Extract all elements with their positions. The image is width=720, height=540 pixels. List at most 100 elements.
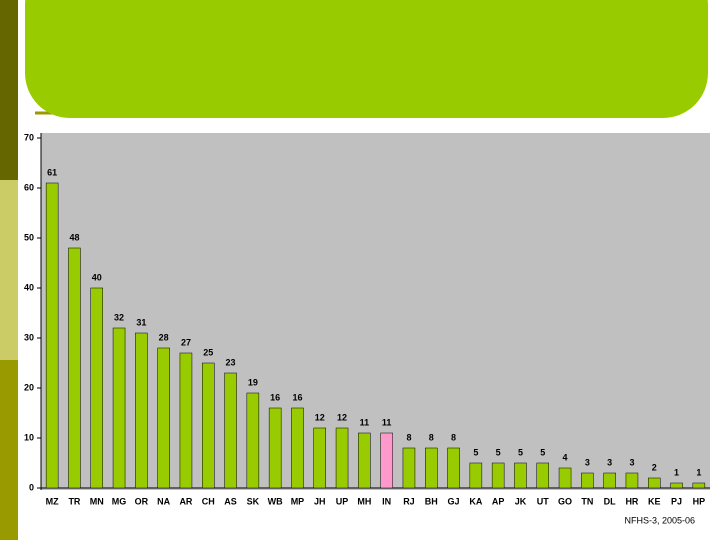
- bar: [45, 182, 59, 489]
- x-tick-label: TN: [581, 496, 593, 506]
- data-label: 3: [607, 457, 612, 467]
- data-label: 23: [226, 357, 236, 367]
- data-label: 3: [585, 457, 590, 467]
- x-tick-label: PJ: [671, 496, 682, 506]
- data-label: 3: [629, 457, 634, 467]
- bar: [402, 447, 416, 489]
- bar: [469, 462, 483, 489]
- x-tick-label: OR: [135, 496, 149, 506]
- bar: [625, 472, 639, 489]
- bar: [380, 432, 393, 489]
- bar: [224, 372, 237, 489]
- bar: [514, 462, 527, 489]
- x-tick-label: MP: [291, 496, 305, 506]
- bar: [692, 482, 706, 489]
- bar: [313, 427, 326, 489]
- x-tick-label: IN: [382, 496, 391, 506]
- data-label: 4: [563, 452, 568, 462]
- bar: [68, 247, 81, 489]
- data-label: 19: [248, 377, 258, 387]
- bar: [112, 327, 126, 489]
- data-label: 5: [473, 447, 478, 457]
- bar: [670, 482, 683, 489]
- bar: [179, 352, 193, 489]
- data-label: 48: [69, 232, 79, 242]
- x-tick-label: TR: [68, 496, 80, 506]
- x-tick-label: HR: [625, 496, 638, 506]
- data-label: 16: [292, 392, 302, 402]
- data-label: 5: [496, 447, 501, 457]
- data-label: 11: [360, 417, 370, 427]
- y-tick-label: 60: [24, 182, 34, 192]
- data-label: 2: [652, 462, 657, 472]
- bar: [291, 407, 304, 489]
- y-tick-label: 0: [29, 482, 34, 492]
- bar: [425, 447, 438, 489]
- x-tick-label: CH: [202, 496, 215, 506]
- data-label: 16: [270, 392, 280, 402]
- x-tick-label: KE: [648, 496, 661, 506]
- x-tick-label: MN: [90, 496, 104, 506]
- x-tick-label: GJ: [448, 496, 460, 506]
- data-label: 1: [696, 467, 701, 477]
- bar: [246, 392, 260, 489]
- x-tick-label: GO: [558, 496, 572, 506]
- x-tick-label: JH: [314, 496, 326, 506]
- data-label: 25: [203, 347, 213, 357]
- bar: [491, 462, 505, 489]
- x-tick-label: RJ: [403, 496, 415, 506]
- bar: [447, 447, 460, 489]
- side-strip: [0, 180, 18, 360]
- plot-area: [41, 133, 710, 490]
- x-tick-label: UP: [336, 496, 349, 506]
- x-tick-label: MG: [112, 496, 127, 506]
- x-tick-label: NA: [157, 496, 170, 506]
- x-tick-label: AS: [224, 496, 237, 506]
- x-tick-label: HP: [693, 496, 706, 506]
- bar: [603, 472, 616, 489]
- data-label: 27: [181, 337, 191, 347]
- side-strip: [0, 360, 18, 540]
- data-label: 12: [315, 412, 325, 422]
- title-banner: [25, 0, 708, 118]
- y-tick-label: 10: [24, 432, 34, 442]
- bar: [268, 407, 282, 489]
- x-tick-label: UT: [537, 496, 549, 506]
- y-tick-label: 20: [24, 382, 34, 392]
- side-strip: [0, 0, 18, 180]
- x-tick-label: SK: [247, 496, 260, 506]
- y-tick-label: 40: [24, 282, 34, 292]
- bar: [202, 362, 215, 489]
- x-tick-label: WB: [268, 496, 283, 506]
- bar: [581, 472, 594, 489]
- data-label: 28: [159, 332, 169, 342]
- data-label: 31: [136, 317, 146, 327]
- bar: [558, 467, 572, 489]
- y-tick-label: 70: [24, 132, 34, 142]
- bar: [157, 347, 170, 489]
- x-tick-label: MH: [357, 496, 371, 506]
- data-label: 12: [337, 412, 347, 422]
- data-label: 5: [518, 447, 523, 457]
- data-label: 61: [47, 167, 57, 177]
- bar: [536, 462, 549, 489]
- bar: [135, 332, 148, 489]
- x-tick-label: BH: [425, 496, 438, 506]
- x-tick-label: MZ: [46, 496, 59, 506]
- y-tick-label: 50: [24, 232, 34, 242]
- data-label: 8: [429, 432, 434, 442]
- data-label: 11: [382, 417, 392, 427]
- x-tick-label: KA: [469, 496, 482, 506]
- data-label: 40: [92, 272, 102, 282]
- y-tick-label: 30: [24, 332, 34, 342]
- data-label: 8: [406, 432, 411, 442]
- data-label: 1: [674, 467, 679, 477]
- source-note: NFHS-3, 2005-06: [624, 515, 695, 525]
- bar: [90, 287, 103, 489]
- data-label: 32: [114, 312, 124, 322]
- data-label: 5: [540, 447, 545, 457]
- x-tick-label: JK: [515, 496, 527, 506]
- bar: [335, 427, 349, 489]
- bar: [358, 432, 371, 489]
